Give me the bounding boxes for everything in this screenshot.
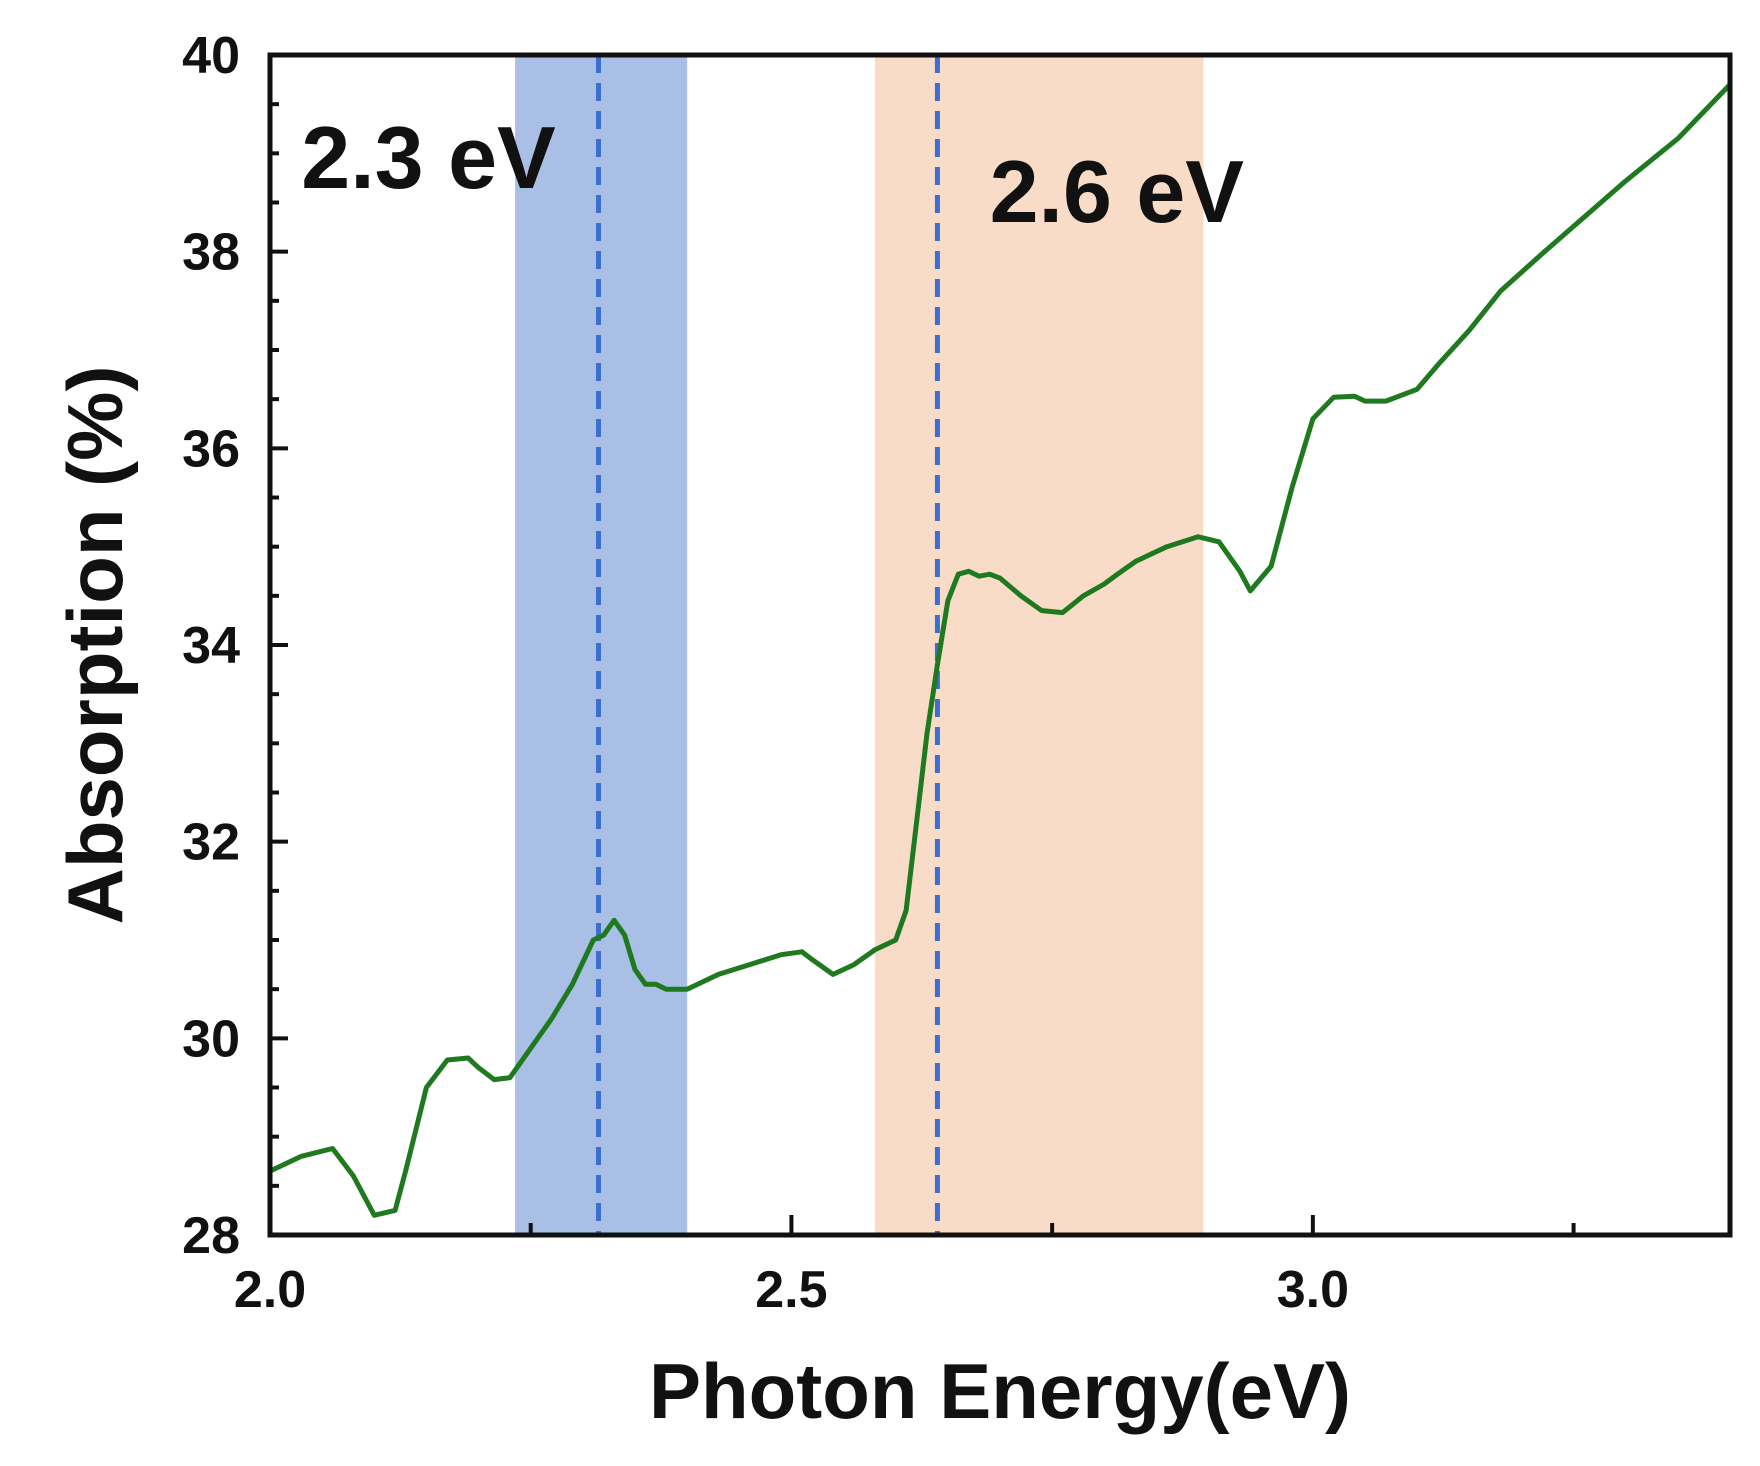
reference-lines bbox=[596, 55, 940, 1235]
annotation-2-3-ev: 2.3 eV bbox=[301, 108, 556, 207]
annotation-2-6-ev: 2.6 eV bbox=[990, 142, 1245, 241]
y-tick-label: 30 bbox=[182, 1010, 240, 1068]
series-lines bbox=[267, 82, 1733, 1218]
y-tick-label: 36 bbox=[182, 420, 240, 478]
x-axis-label: Photon Energy(eV) bbox=[649, 1347, 1351, 1435]
series-line-0 bbox=[267, 82, 1733, 1218]
x-tick-label: 2.5 bbox=[755, 1261, 827, 1319]
y-tick-label: 28 bbox=[182, 1207, 240, 1265]
y-tick-label: 32 bbox=[182, 814, 240, 872]
tick-labels: 28 30 32 34 36 38 40 2.0 2.5 3.0 bbox=[182, 27, 1349, 1319]
highlight-band-0 bbox=[515, 55, 688, 1235]
y-tick-label: 38 bbox=[182, 224, 240, 282]
y-axis-label: Absorption (%) bbox=[51, 366, 139, 925]
highlight-band-1 bbox=[874, 55, 1204, 1235]
y-tick-label: 40 bbox=[182, 27, 240, 85]
x-tick-label: 3.0 bbox=[1277, 1261, 1349, 1319]
y-tick-label: 34 bbox=[182, 617, 240, 675]
axis-ticks bbox=[268, 53, 1576, 1237]
highlight-bands bbox=[515, 55, 1204, 1235]
x-tick-label: 2.0 bbox=[234, 1261, 306, 1319]
